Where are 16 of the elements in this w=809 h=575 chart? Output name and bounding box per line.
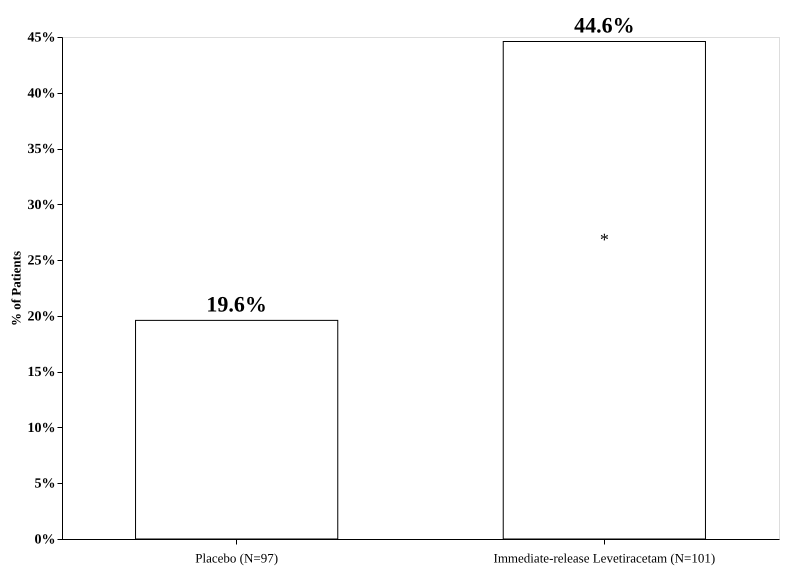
y-tick-label: 10% (28, 420, 56, 436)
y-tick-label: 25% (28, 254, 56, 269)
y-tick-label: 30% (28, 198, 56, 213)
y-tick-label: 15% (28, 365, 56, 380)
y-tick-label: 35% (28, 142, 56, 158)
y-tick-label: 45% (28, 30, 56, 46)
x-tick-label: Immediate-release Levetiracetam (N=101) (493, 550, 716, 566)
y-tick-label: 5% (34, 476, 56, 492)
data-label: 19.6% (206, 291, 267, 316)
y-tick-label: 20% (28, 309, 56, 324)
annotation: * (600, 229, 609, 250)
x-tick-label: Placebo (N=97) (195, 550, 278, 566)
y-tick-label: 40% (28, 86, 56, 102)
y-tick-label: 0% (34, 532, 56, 548)
data-label: 44.6% (574, 12, 635, 38)
y-axis-title: % of Patients (8, 250, 24, 326)
